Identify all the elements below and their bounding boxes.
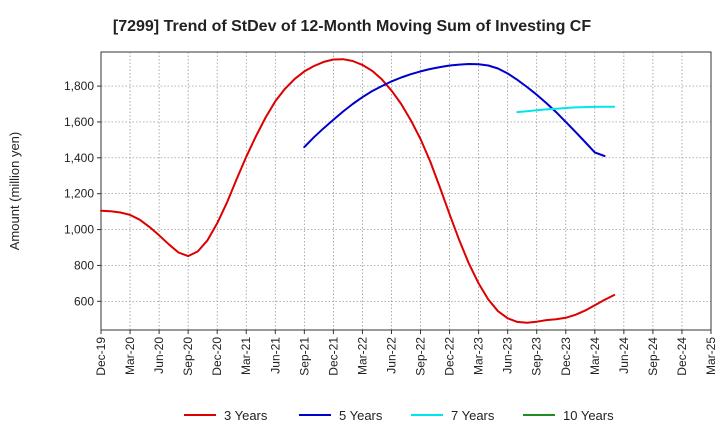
x-tick-label: Jun-22 bbox=[384, 337, 398, 374]
y-tick-label: 800 bbox=[74, 258, 94, 272]
x-tick-label: Jun-20 bbox=[152, 337, 166, 374]
legend-label: 10 Years bbox=[563, 408, 614, 423]
y-tick-label: 1,000 bbox=[64, 223, 94, 237]
x-tick-label: Sep-23 bbox=[530, 337, 544, 376]
y-tick-label: 1,200 bbox=[64, 187, 94, 201]
x-tick-label: Mar-23 bbox=[472, 337, 486, 375]
legend-item: 10 Years bbox=[523, 408, 614, 423]
y-axis-ticks: 600 800 1,000 1,200 1,400 1,600 1,800 bbox=[64, 79, 101, 308]
grid bbox=[100, 52, 712, 330]
x-tick-label: Sep-21 bbox=[297, 337, 311, 376]
series-line-7-years bbox=[516, 105, 616, 114]
legend-item: 5 Years bbox=[299, 408, 383, 423]
series-line-5-years bbox=[303, 63, 606, 157]
y-tick-label: 1,600 bbox=[64, 115, 94, 129]
legend-label: 5 Years bbox=[339, 408, 383, 423]
x-axis-ticks: Dec-19 Mar-20 Jun-20 Sep-20 Dec-20 Mar-21 Jun-… bbox=[94, 330, 718, 376]
x-tick-label: Mar-22 bbox=[355, 337, 369, 375]
x-tick-label: Dec-20 bbox=[210, 337, 224, 376]
x-tick-label: Mar-25 bbox=[704, 337, 718, 375]
x-tick-label: Jun-23 bbox=[501, 337, 515, 374]
x-tick-label: Dec-19 bbox=[94, 337, 108, 376]
legend-item: 3 Years bbox=[184, 408, 268, 423]
legend: 3 Years 5 Years 7 Years 10 Years bbox=[184, 408, 614, 423]
x-tick-label: Mar-20 bbox=[123, 337, 137, 375]
x-tick-label: Jun-21 bbox=[268, 337, 282, 374]
series-line-3-years bbox=[100, 58, 616, 324]
x-tick-label: Jun-24 bbox=[617, 337, 631, 374]
y-tick-label: 1,400 bbox=[64, 151, 94, 165]
x-tick-label: Mar-21 bbox=[239, 337, 253, 375]
x-tick-label: Dec-24 bbox=[675, 337, 689, 376]
x-tick-label: Sep-24 bbox=[646, 337, 660, 376]
x-tick-label: Sep-20 bbox=[181, 337, 195, 376]
y-axis-title: Amount (million yen) bbox=[7, 132, 22, 251]
x-tick-label: Dec-22 bbox=[443, 337, 457, 376]
chart-title: [7299] Trend of StDev of 12-Month Moving… bbox=[113, 18, 591, 35]
series-lines bbox=[100, 58, 616, 324]
plot-frame bbox=[100, 51, 712, 331]
y-tick-label: 1,800 bbox=[64, 79, 94, 93]
legend-item: 7 Years bbox=[411, 408, 495, 423]
legend-label: 3 Years bbox=[224, 408, 268, 423]
y-tick-label: 600 bbox=[74, 294, 94, 308]
x-tick-label: Dec-21 bbox=[326, 337, 340, 376]
x-tick-label: Dec-23 bbox=[559, 337, 573, 376]
legend-label: 7 Years bbox=[451, 408, 495, 423]
x-tick-label: Sep-22 bbox=[414, 337, 428, 376]
x-tick-label: Mar-24 bbox=[588, 337, 602, 375]
